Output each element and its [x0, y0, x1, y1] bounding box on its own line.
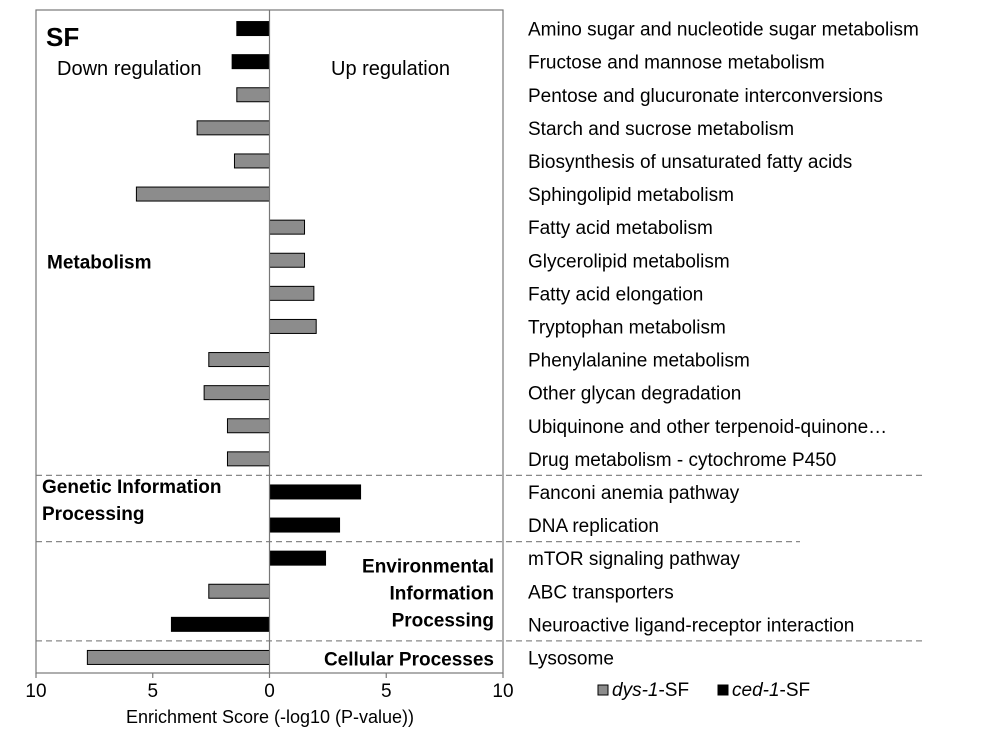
panel-label: SF: [46, 22, 79, 52]
category-label-3: Starch and sucrose metabolism: [528, 119, 794, 140]
group-label-3-line-0: Cellular Processes: [324, 649, 494, 670]
x-tick-label-0: 10: [25, 681, 46, 702]
down-regulation-label: Down regulation: [57, 58, 202, 80]
legend-swatch-1: [717, 684, 729, 696]
group-label-1-line-0: Genetic Information: [42, 477, 221, 498]
category-label-16: mTOR signaling pathway: [528, 549, 740, 570]
category-label-17: ABC transporters: [528, 582, 674, 603]
category-label-12: Ubiquinone and other terpenoid-quinone…: [528, 417, 887, 438]
bar-dys-4: [233, 153, 271, 169]
category-label-4: Biosynthesis of unsaturated fatty acids: [528, 152, 852, 173]
category-label-19: Lysosome: [528, 648, 614, 669]
legend-label-0: dys-1-SF: [612, 680, 689, 701]
group-label-1-line-1: Processing: [42, 504, 144, 525]
bar-dys-2: [236, 87, 270, 103]
bar-dys-7: [269, 252, 306, 268]
bar-dys-13: [226, 451, 270, 467]
group-label-2-line-0: Environmental: [362, 556, 494, 577]
category-label-13: Drug metabolism - cytochrome P450: [528, 450, 836, 471]
bar-dys-9: [269, 318, 317, 334]
bar-ced-14: [269, 484, 362, 500]
x-tick-label-3: 5: [381, 681, 392, 702]
x-axis-title: Enrichment Score (-log10 (P-value)): [126, 707, 414, 727]
category-label-1: Fructose and mannose metabolism: [528, 53, 825, 74]
category-label-5: Sphingolipid metabolism: [528, 185, 734, 206]
bar-ced-16: [269, 550, 327, 566]
category-label-14: Fanconi anemia pathway: [528, 483, 740, 504]
category-label-9: Tryptophan metabolism: [528, 317, 726, 338]
bar-dys-6: [269, 219, 306, 235]
category-label-7: Glycerolipid metabolism: [528, 251, 730, 272]
group-label-2-line-2: Processing: [392, 610, 494, 631]
bar-dys-11: [203, 385, 270, 401]
x-tick-label-1: 5: [147, 681, 158, 702]
bar-ced-1: [231, 54, 270, 70]
category-label-18: Neuroactive ligand-receptor interaction: [528, 615, 854, 636]
category-label-15: DNA replication: [528, 516, 659, 537]
bar-dys-19: [86, 649, 271, 665]
bar-ced-0: [236, 21, 270, 37]
legend-label-1: ced-1-SF: [732, 680, 810, 701]
bar-dys-17: [208, 583, 270, 599]
category-label-0: Amino sugar and nucleotide sugar metabol…: [528, 20, 919, 41]
bar-dys-3: [196, 120, 271, 136]
bar-dys-12: [226, 418, 270, 434]
x-tick-label-2: 0: [264, 681, 275, 702]
bar-dys-5: [135, 186, 270, 202]
bar-ced-18: [170, 616, 270, 632]
category-label-2: Pentose and glucuronate interconversions: [528, 86, 883, 107]
category-label-10: Phenylalanine metabolism: [528, 351, 750, 372]
legend-swatch-0: [597, 684, 609, 696]
category-label-8: Fatty acid elongation: [528, 284, 703, 305]
bar-dys-8: [269, 285, 315, 301]
x-tick-label-4: 10: [492, 681, 513, 702]
group-label-2-line-1: Information: [390, 583, 495, 604]
category-label-11: Other glycan degradation: [528, 384, 741, 405]
up-regulation-label: Up regulation: [331, 58, 450, 80]
group-label-0-line-0: Metabolism: [47, 252, 152, 273]
bar-dys-10: [208, 352, 270, 368]
category-label-6: Fatty acid metabolism: [528, 218, 713, 239]
bar-ced-15: [269, 517, 341, 533]
